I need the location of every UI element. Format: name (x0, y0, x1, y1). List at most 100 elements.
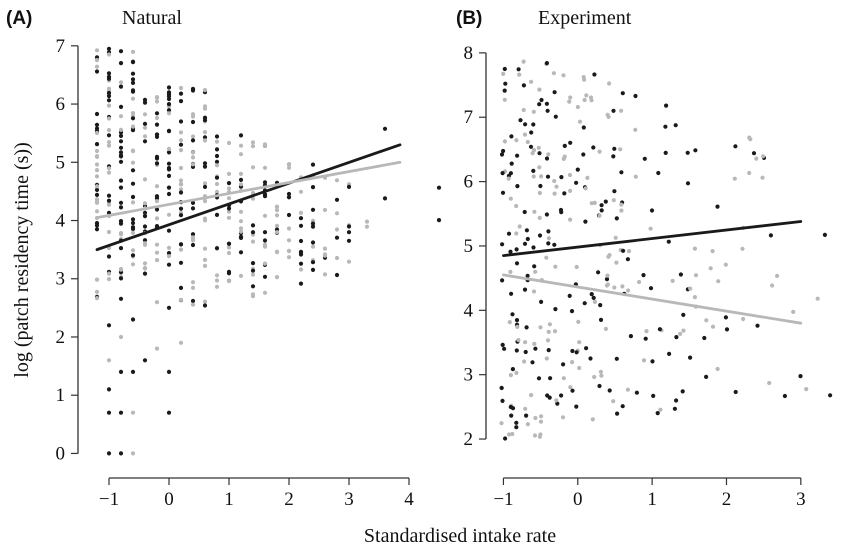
data-point-light (693, 273, 699, 278)
data-point-light (130, 148, 136, 153)
data-point-dark (334, 197, 340, 202)
data-point-dark (310, 224, 316, 229)
data-point-light (648, 226, 653, 231)
data-point-dark (298, 250, 304, 255)
data-point-light (94, 154, 100, 159)
data-point-light (692, 295, 698, 300)
data-point-dark (499, 385, 504, 391)
data-point-light (514, 370, 519, 375)
data-point-light (538, 325, 543, 330)
data-point-light (523, 340, 528, 345)
data-point-dark (310, 240, 316, 245)
data-point-light (544, 356, 549, 361)
data-point-light (250, 140, 256, 145)
data-point-dark (604, 277, 610, 282)
data-point-dark (599, 208, 604, 213)
data-point-light (214, 278, 220, 283)
data-point-light (106, 166, 112, 171)
data-point-light (142, 125, 148, 130)
data-point-light (568, 95, 573, 100)
data-point-dark (592, 72, 597, 77)
data-point-light (202, 257, 208, 262)
data-point-dark (516, 67, 521, 72)
data-point-dark (130, 194, 136, 200)
data-point-dark (656, 170, 661, 176)
data-point-light (567, 99, 572, 104)
data-point-light (515, 324, 520, 329)
data-point-light (94, 174, 100, 179)
data-point-light (130, 160, 136, 165)
data-point-light (716, 279, 721, 284)
panel-b-x-tick-label: 1 (647, 489, 657, 510)
data-point-dark (166, 92, 172, 97)
data-point-light (567, 172, 573, 178)
data-point-dark (346, 230, 352, 235)
data-point-light (238, 182, 244, 187)
data-point-dark (531, 245, 536, 250)
data-point-light (142, 177, 148, 182)
data-point-light (226, 196, 232, 201)
data-point-dark (178, 91, 184, 96)
data-point-light (130, 230, 136, 235)
data-point-light (106, 202, 112, 207)
data-point-light (154, 242, 160, 247)
data-point-dark (539, 299, 544, 304)
data-point-light (178, 178, 184, 183)
data-point-dark (536, 376, 542, 381)
data-point-dark (118, 276, 124, 281)
panel-a-letter: (A) (6, 8, 32, 29)
data-point-light (364, 224, 370, 229)
data-point-light (154, 99, 160, 104)
data-point-light (521, 107, 526, 113)
data-point-light (130, 248, 136, 253)
data-point-light (619, 202, 624, 207)
data-point-light (767, 380, 772, 386)
data-point-dark (581, 125, 586, 130)
panel-a-x-tick-label: 0 (164, 489, 174, 510)
data-point-dark (190, 298, 196, 304)
data-point-light (723, 262, 728, 267)
data-point-light (130, 410, 136, 415)
data-point-light (154, 250, 160, 255)
data-point-dark (142, 213, 148, 219)
data-point-dark (250, 261, 256, 266)
data-point-dark (515, 184, 520, 189)
data-point-light (334, 227, 340, 232)
data-point-light (538, 432, 543, 437)
data-point-dark (118, 133, 124, 138)
data-point-light (238, 152, 244, 157)
data-point-light (178, 187, 184, 192)
data-point-light (190, 302, 196, 307)
panel-a-axes: −1 0 1 2 3 4 0 1 2 3 4 5 6 7 (56, 36, 415, 510)
data-point-light (552, 178, 557, 184)
data-point-dark (503, 81, 508, 86)
data-point-light (603, 326, 609, 331)
data-point-light (178, 138, 184, 143)
data-point-light (226, 215, 232, 220)
panel-b-letter: (B) (456, 8, 482, 29)
data-point-light (238, 209, 244, 214)
data-point-light (625, 387, 631, 392)
data-point-dark (262, 230, 268, 235)
data-point-light (537, 190, 543, 196)
data-point-light (529, 79, 534, 84)
data-point-light (166, 146, 172, 151)
data-point-light (626, 288, 631, 293)
data-point-dark (672, 406, 678, 411)
data-point-dark (552, 90, 557, 95)
data-point-light (525, 139, 530, 145)
data-point-dark (828, 393, 833, 398)
data-point-light (532, 341, 537, 346)
data-point-dark (166, 108, 172, 113)
data-point-light (620, 284, 625, 289)
data-point-light (538, 419, 544, 424)
data-point-dark (166, 128, 172, 133)
data-point-light (118, 334, 124, 340)
data-point-dark (509, 413, 514, 418)
panel-a-y-tick-label: 3 (56, 269, 66, 290)
data-point-dark (702, 335, 707, 341)
data-point-light (190, 162, 196, 167)
data-point-dark (596, 270, 601, 275)
data-point-dark (546, 229, 551, 234)
panel-a-x-tick-label: 3 (344, 489, 354, 510)
